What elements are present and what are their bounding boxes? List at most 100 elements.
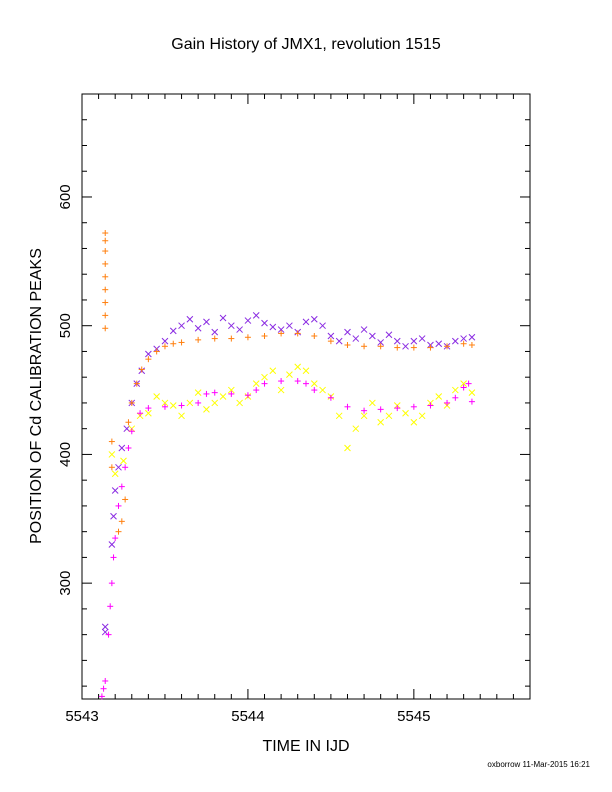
data-point <box>410 403 417 410</box>
data-point <box>101 628 109 636</box>
data-point <box>377 343 384 350</box>
data-point <box>311 333 318 339</box>
data-point <box>169 327 177 335</box>
data-point <box>394 344 401 351</box>
data-point <box>244 317 252 324</box>
data-point <box>108 451 116 458</box>
y-tick-label: 600 <box>57 184 74 209</box>
data-point <box>137 410 144 417</box>
data-point <box>468 342 475 349</box>
y-tick-label: 500 <box>57 313 74 338</box>
y-tick-label: 400 <box>57 442 74 467</box>
data-point <box>377 339 385 346</box>
data-point <box>269 367 277 375</box>
data-point <box>302 367 310 375</box>
data-point <box>145 356 152 363</box>
data-point <box>169 402 177 409</box>
data-point <box>102 325 109 332</box>
data-point <box>252 312 260 319</box>
data-point <box>102 237 109 244</box>
data-point <box>108 580 115 587</box>
data-point <box>115 463 122 471</box>
data-point <box>203 318 210 326</box>
data-point <box>107 603 114 610</box>
data-point <box>211 399 219 407</box>
data-point <box>261 373 268 381</box>
data-point <box>110 554 117 561</box>
data-point <box>402 409 409 417</box>
data-point <box>115 502 122 509</box>
data-point <box>335 412 343 420</box>
data-point <box>294 363 302 371</box>
data-point <box>369 332 376 340</box>
data-point <box>327 332 335 340</box>
data-point <box>186 399 194 407</box>
data-point <box>123 425 131 433</box>
data-point <box>161 337 169 345</box>
data-point <box>335 337 343 345</box>
data-point <box>118 483 125 490</box>
data-point <box>277 326 285 333</box>
data-point <box>319 386 326 394</box>
data-point <box>227 322 235 330</box>
data-point <box>294 378 301 385</box>
data-point <box>125 419 132 426</box>
data-point <box>100 685 107 692</box>
data-point <box>468 389 476 396</box>
data-point <box>286 371 293 378</box>
data-point <box>435 393 443 400</box>
data-point <box>418 412 426 420</box>
data-point <box>460 384 467 391</box>
data-point <box>361 407 368 414</box>
data-point <box>110 512 117 520</box>
data-point <box>352 335 360 342</box>
data-point <box>278 378 285 385</box>
data-point <box>138 366 145 373</box>
data-point <box>105 631 112 638</box>
data-point <box>302 318 310 326</box>
data-point <box>452 394 459 401</box>
data-point <box>194 389 202 396</box>
data-point <box>219 314 227 322</box>
data-point <box>102 230 109 237</box>
data-point <box>451 386 459 394</box>
data-point <box>427 402 434 409</box>
data-point <box>125 444 132 451</box>
data-point <box>102 248 109 255</box>
data-point <box>203 406 210 413</box>
data-point <box>418 335 426 342</box>
data-point <box>186 315 194 323</box>
data-point <box>444 343 451 350</box>
data-point <box>228 390 235 397</box>
data-point <box>468 333 476 341</box>
data-point <box>219 393 227 400</box>
x-axis-label: TIME IN IJD <box>262 738 350 755</box>
data-point <box>101 623 109 631</box>
data-point <box>122 496 129 503</box>
data-point <box>460 335 467 342</box>
x-tick-label: 5544 <box>231 708 264 725</box>
x-tick-label: 5543 <box>65 708 98 725</box>
data-point <box>102 260 109 267</box>
data-point <box>102 273 109 280</box>
y-axis-label: POSITION OF Cd CALIBRATION PEAKS <box>28 248 45 544</box>
plot-frame <box>81 93 531 700</box>
data-point <box>465 380 472 387</box>
data-point <box>128 428 135 435</box>
data-point <box>344 403 351 410</box>
data-point <box>122 464 129 471</box>
data-point <box>444 399 451 406</box>
data-point <box>133 380 140 387</box>
data-point <box>178 402 185 409</box>
data-point <box>112 535 119 542</box>
data-point <box>310 380 318 387</box>
data-point <box>278 330 285 337</box>
data-point <box>360 326 368 333</box>
data-point <box>161 399 169 407</box>
y-tick-label: 300 <box>57 571 74 596</box>
x-tick-label: 5545 <box>397 708 430 725</box>
data-point <box>153 393 161 400</box>
data-point <box>385 331 393 339</box>
data-point <box>410 337 418 345</box>
